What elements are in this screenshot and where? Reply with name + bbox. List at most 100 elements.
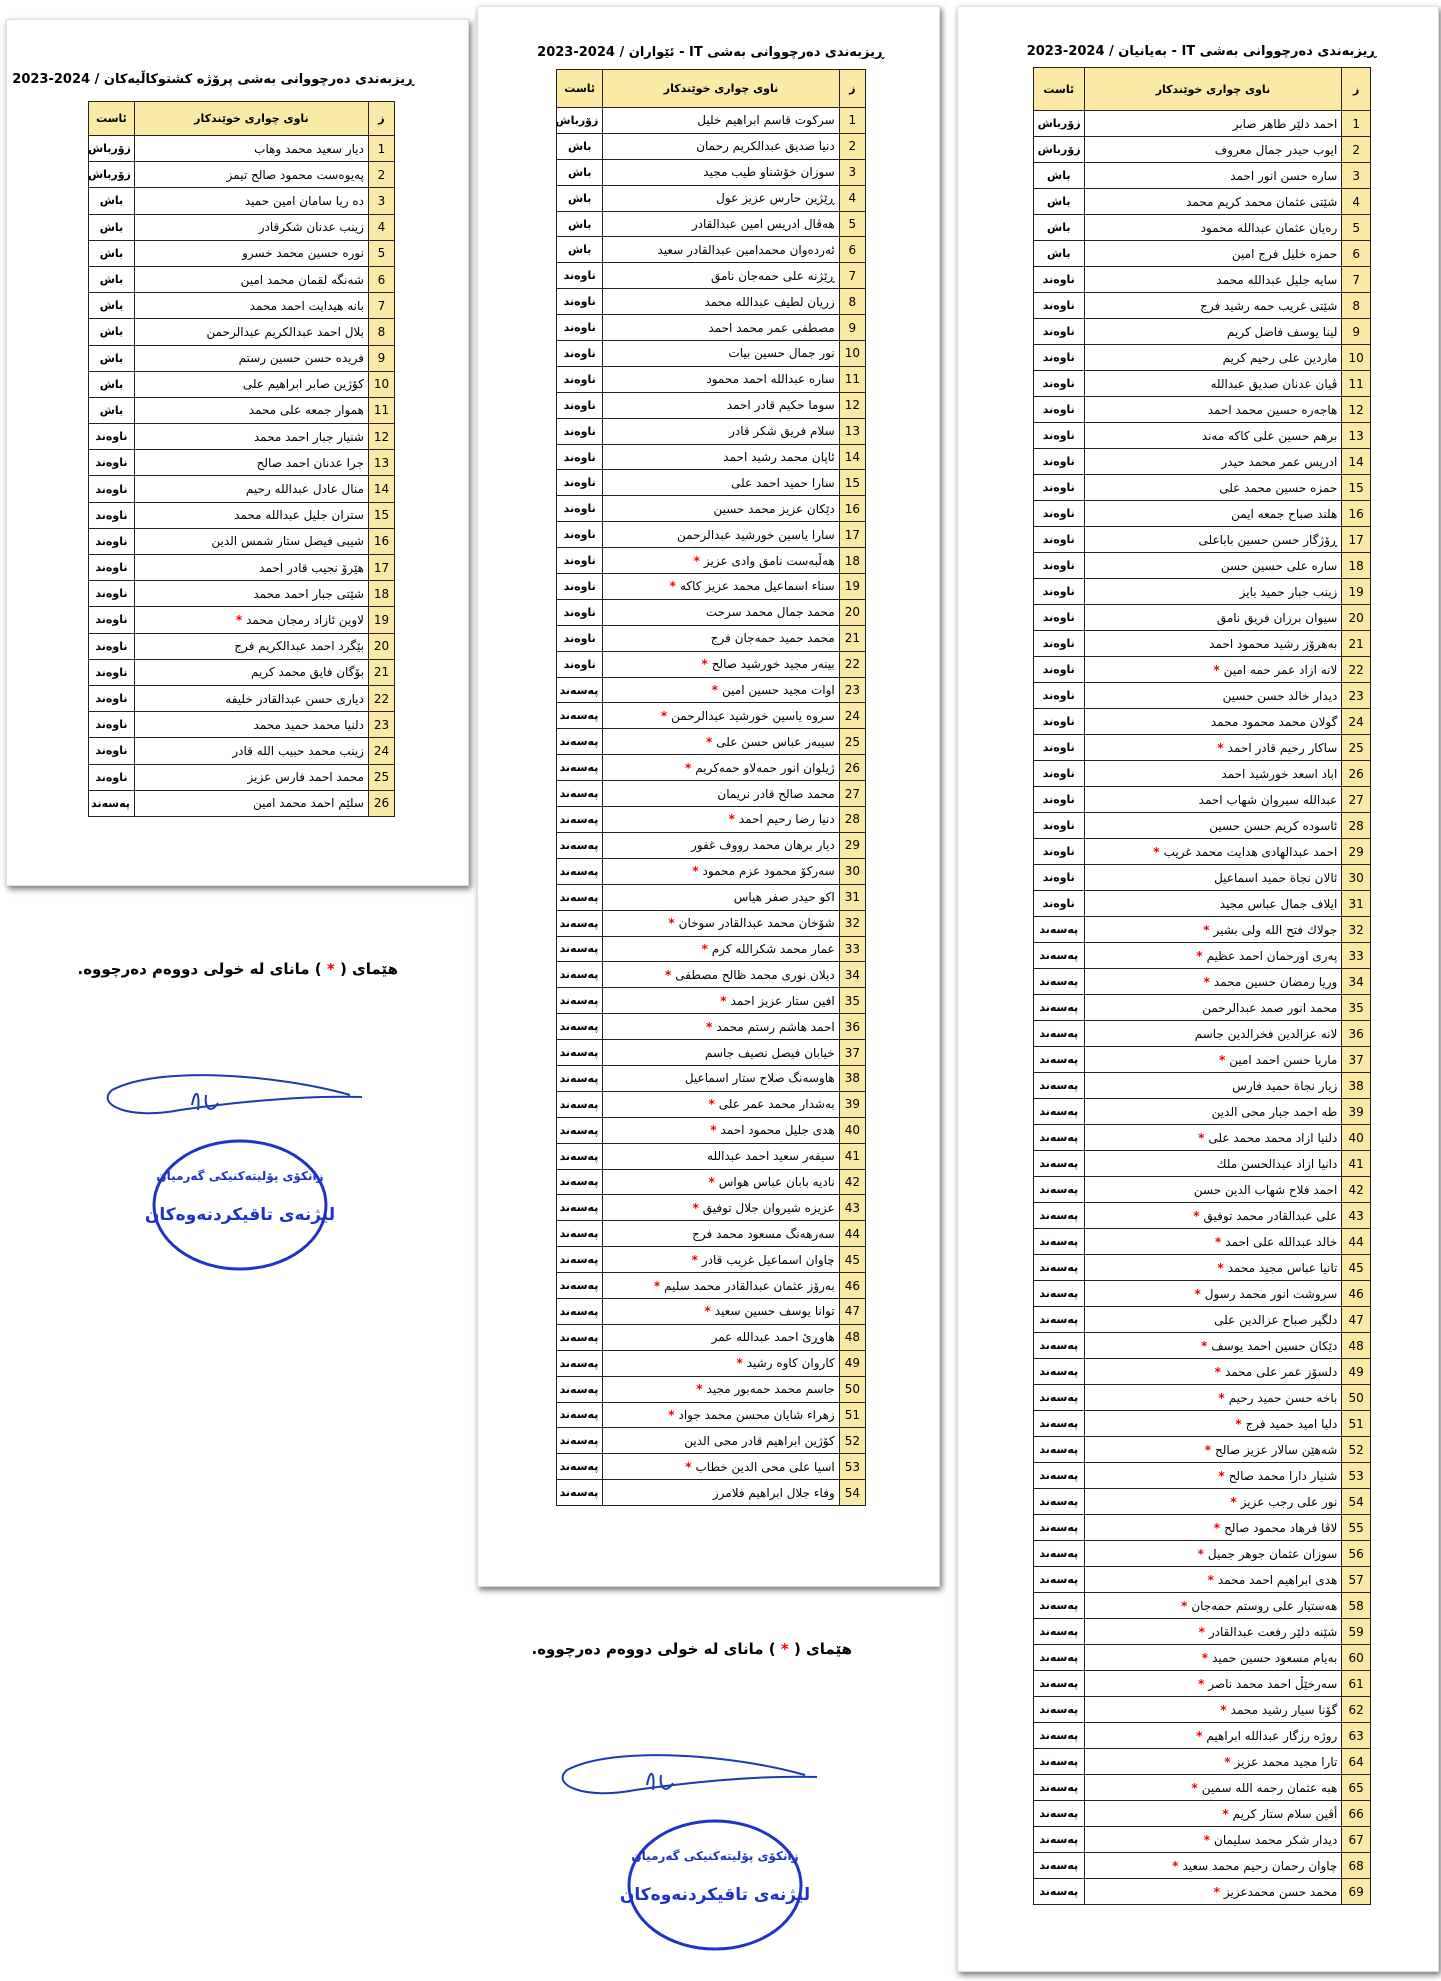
row: 13 سلام فریق شکر قادر ناوەند [555, 417, 866, 445]
row: 7 ڕێژنە علی حمەجان نامق ناوەند [555, 262, 866, 290]
student-name: نور علی رجب عزیز* [1083, 1488, 1343, 1515]
student-name: پەری اورحمان احمد عظیم* [1083, 942, 1343, 969]
name-text: بینەر مجید خورشید صالح [711, 657, 835, 672]
row-number: 14 [1341, 448, 1371, 475]
note: هێمای ( * ) مانای لە خولی دووەم دەرچووە. [532, 1640, 853, 1658]
second-round-mark: * [1222, 1806, 1229, 1821]
grade: باش [555, 210, 604, 238]
student-name: نورە حسین محمد خسرو [133, 239, 369, 267]
name-text: ئالان نجاة حمید اسماعیل [1214, 870, 1338, 885]
student-name: طە احمد جبار محی الدین [1083, 1098, 1343, 1125]
student-name: دلسۆز عمر علی محمد* [1083, 1358, 1343, 1385]
row: 48 دێکان حسین احمد یوسف* پەسەند [1033, 1332, 1371, 1359]
name-text: دنیا رضا رحیم احمد [738, 812, 835, 827]
student-name: محمد صالح قادر نریمان [602, 780, 840, 808]
grade: ناوەند [1033, 838, 1085, 865]
second-round-mark: * [1198, 1676, 1205, 1691]
name-text: دلنیا محمد حمید محمد [253, 717, 364, 732]
row: 51 زهراء شایان محسن محمد جواد* پەسەند [555, 1401, 866, 1429]
stamp [152, 1139, 328, 1271]
grade: ناوەند [88, 553, 135, 582]
student-name: ڤیان عدنان صدیق عبداللە [1083, 370, 1343, 397]
row-number: 12 [838, 391, 866, 419]
grade: پەسەند [1033, 1176, 1085, 1203]
row-number: 47 [838, 1297, 866, 1325]
name-text: ایلاف جمال عباس مجید [1219, 896, 1338, 911]
row: 10 کۆژین صابر ابراهیم علی باش [88, 370, 395, 398]
row-number: 3 [1341, 162, 1371, 189]
row-number: 12 [1341, 396, 1371, 423]
row: 6 شەنگە لقمان محمد امین باش [88, 265, 395, 294]
grade: پەسەند [555, 1272, 604, 1299]
second-round-mark: * [1203, 1832, 1211, 1847]
row-number: 17 [1341, 526, 1371, 553]
grade: ناوەند [88, 711, 135, 739]
row-number: 53 [838, 1453, 866, 1481]
row-number: 26 [838, 754, 866, 782]
row-number: 31 [838, 883, 866, 911]
row: 43 علی عبدالقادر محمد توفیق* پەسەند [1033, 1202, 1371, 1229]
row-number: 27 [838, 780, 866, 808]
second-round-mark: * [1203, 922, 1210, 937]
name-text: سرکوت قاسم ابراهیم خلیل [697, 113, 835, 128]
student-name: لاوین ئازاد رمجان محمد* [133, 606, 369, 634]
row-number: 49 [1341, 1358, 1371, 1385]
row: 23 دیدار خالد حسن حسین ناوەند [1033, 682, 1371, 709]
row: 39 طە احمد جبار محی الدین پەسەند [1033, 1098, 1371, 1125]
row: 15 ستران جلیل عبداللە محمد ناوەند [88, 501, 395, 529]
row-number: 48 [1341, 1332, 1371, 1359]
row-number: 19 [838, 573, 866, 600]
student-name: سروشت انور محمد رسول* [1083, 1280, 1343, 1307]
student-name: هەڤال ادریس امین عبدالقادر [602, 210, 840, 238]
row: 19 سناء اسماعیل محمد عزیز کاکە* ناوەند [555, 573, 866, 600]
grade: ناوەند [555, 547, 604, 575]
name-text: جاسم محمد حمەبور مجید [706, 1382, 835, 1397]
name-text: شێتی عثمان محمد کریم محمد [1186, 194, 1338, 209]
grade: پەسەند [555, 1349, 604, 1377]
grade: پەسەند [1033, 1254, 1085, 1281]
second-round-mark: * [1235, 1416, 1242, 1431]
name-text: رەیان عثمان عبداللە محمود [1200, 220, 1338, 235]
row-number: 18 [838, 547, 866, 575]
row: 50 باخە حسن حمید رحیم* پەسەند [1033, 1384, 1371, 1411]
row: 33 پەری اورحمان احمد عظیم* پەسەند [1033, 942, 1371, 969]
grade: ناوەند [1033, 396, 1085, 423]
row-number: 64 [1341, 1748, 1371, 1775]
student-name: بەرۆز عثمان عبدالقادر محمد سلیم* [602, 1272, 840, 1299]
row-number: 45 [1341, 1254, 1371, 1281]
grade: ناوەند [1033, 812, 1085, 839]
row-number: 10 [1341, 344, 1371, 371]
row: 9 فریدە حسن حسین رستم باش [88, 344, 395, 372]
name-text: بلال احمد عبدالکریم عبدالرحمن [206, 324, 364, 339]
grade: پەسەند [555, 831, 604, 859]
row-number: 12 [367, 423, 395, 451]
name-text: جولاك فتح اللە ولی بشیر [1213, 922, 1338, 937]
name-text: افین ستار عزیز احمد [730, 993, 835, 1008]
row-number: 9 [1341, 318, 1371, 345]
row-number: 13 [367, 449, 395, 477]
grade: پەسەند [555, 1194, 604, 1222]
row-number: 28 [1341, 812, 1371, 839]
student-name: سوزان عثمان جوهر جمیل* [1083, 1540, 1343, 1567]
grade: ناوەند [1033, 344, 1085, 371]
row-number: 23 [1341, 682, 1371, 709]
student-name: دیاری حسن عبدالقادر خلیفە [133, 684, 369, 713]
second-round-mark: * [692, 1200, 699, 1215]
row-number: 11 [1341, 370, 1371, 397]
header-row: ز ناوی چواری خوێندکار ئاست [1033, 67, 1371, 111]
student-name: هاوسەنگ صلاح ستار اسماعیل [602, 1064, 840, 1092]
note-text: هێمای ( [793, 1640, 852, 1658]
second-round-mark: * [706, 1019, 713, 1034]
row-number: 30 [1341, 864, 1371, 891]
name-text: ڕۆژگار حسن حسین باباعلی [1198, 532, 1338, 547]
row-number: 34 [838, 961, 866, 989]
grade: پەسەند [1033, 1618, 1085, 1645]
row: 30 سەرکۆ محمود عزم محمود* پەسەند [555, 857, 866, 885]
grade: ناوەند [555, 314, 604, 342]
grade: پەسەند [555, 935, 604, 963]
name-text: دیدار شکر محمد سلیمان [1214, 1832, 1338, 1847]
row: 16 شیبی فیصل ستار شمس الدین ناوەند [88, 527, 395, 556]
student-name: دە ریا سامان امین حمید [133, 187, 369, 215]
row-number: 26 [1341, 760, 1371, 787]
